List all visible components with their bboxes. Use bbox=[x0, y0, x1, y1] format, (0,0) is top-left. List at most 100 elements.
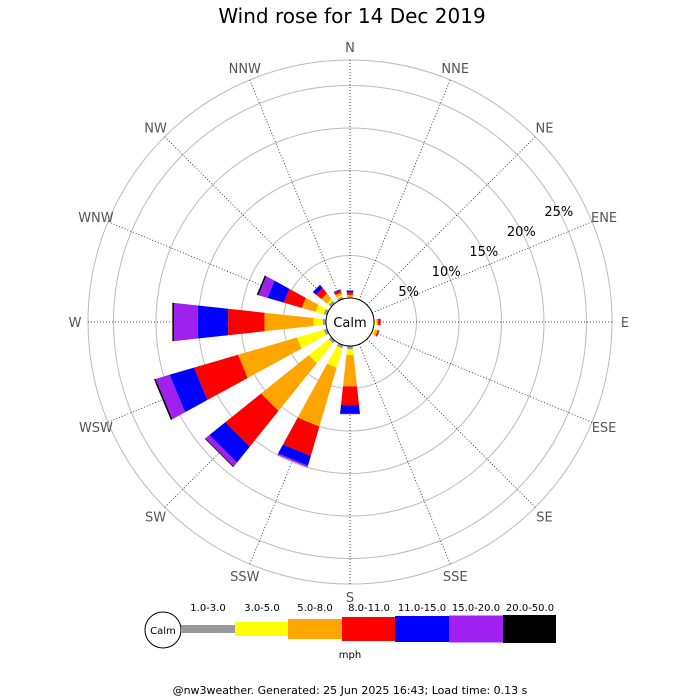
direction-label-n: N bbox=[345, 41, 355, 56]
bar-wsw-bin-6 bbox=[155, 374, 186, 420]
bar-sw-bin-6 bbox=[205, 435, 237, 467]
bar-nnw-bin-1 bbox=[337, 296, 344, 301]
bar-wnw-bin-4 bbox=[283, 288, 306, 308]
bar-s-bin-5 bbox=[340, 405, 360, 414]
bar-nw-bin-2 bbox=[326, 298, 333, 305]
bar-ssw-bin-6 bbox=[277, 453, 308, 468]
bar-w-bin-2 bbox=[313, 318, 323, 326]
direction-label-sw: SW bbox=[145, 510, 166, 525]
spoke-nne bbox=[358, 79, 451, 301]
direction-label-wsw: WSW bbox=[79, 421, 113, 436]
footer-text: @nw3weather. Generated: 25 Jun 2025 16:4… bbox=[173, 684, 528, 697]
bar-ese-bin-4 bbox=[375, 330, 380, 337]
bar-wsw-bin-4 bbox=[193, 354, 248, 401]
direction-labels: N NNE NE ENE E ESE SE SSE S SSW SW WSW W WNW NW NNW bbox=[69, 41, 630, 606]
direction-label-nnw: NNW bbox=[229, 62, 261, 77]
bar-wnw-bin-6 bbox=[258, 276, 275, 298]
bar-ssw-bin-5 bbox=[278, 444, 311, 466]
ring-label-3: 15% bbox=[469, 245, 498, 260]
spoke-ne bbox=[366, 136, 536, 306]
legend-swatch-4 bbox=[342, 617, 395, 641]
bar-w-bin-1 bbox=[322, 319, 327, 325]
spoke-ene bbox=[371, 221, 593, 314]
bar-sw-bin-5 bbox=[209, 422, 250, 463]
bar-nnw-bin-4 bbox=[333, 289, 342, 295]
bar-n-bin-4 bbox=[346, 292, 354, 295]
direction-label-nw: NW bbox=[144, 122, 167, 137]
bar-s-bin-6 bbox=[339, 413, 361, 415]
direction-label-ene: ENE bbox=[591, 211, 617, 226]
calm-circle bbox=[325, 297, 375, 347]
direction-label-ne: NE bbox=[535, 122, 553, 137]
bar-n-bin-5 bbox=[346, 290, 354, 293]
bar-e-bin-3 bbox=[376, 318, 379, 326]
legend-swatch-3 bbox=[288, 619, 342, 639]
ring-label-1: 5% bbox=[398, 285, 419, 300]
legend-swatch-2 bbox=[235, 622, 288, 636]
legend: Calm 1.0-3.0 3.0-5.0 5.0-8.0 8.0-11.0 11.0-1… bbox=[144, 603, 556, 661]
legend-label-1: 1.0-3.0 bbox=[190, 603, 225, 614]
bar-nw-bin-5 bbox=[312, 284, 323, 295]
bar-n-bin-3 bbox=[347, 294, 353, 298]
bar-sw-bin-7 bbox=[204, 438, 234, 468]
bar-wsw-bin-5 bbox=[169, 367, 208, 413]
bar-e-bin-2 bbox=[374, 319, 377, 325]
ring-labels: 5% 10% 15% 20% 25% bbox=[398, 205, 573, 300]
bar-wsw-bin-2 bbox=[296, 329, 326, 349]
bar-wsw-bin-1 bbox=[323, 328, 329, 336]
direction-label-ese: ESE bbox=[592, 421, 617, 436]
bar-e-bin-4 bbox=[378, 318, 381, 326]
direction-label-nne: NNE bbox=[441, 62, 469, 77]
direction-label-s: S bbox=[346, 591, 354, 606]
bar-w-bin-6 bbox=[174, 302, 198, 342]
bar-ese-bin-2 bbox=[371, 328, 376, 335]
ring-label-5: 25% bbox=[544, 205, 573, 220]
bar-s-bin-1 bbox=[347, 345, 353, 350]
wind-bars bbox=[154, 275, 381, 468]
grid-ring-5 bbox=[113, 85, 587, 559]
bar-ese-bin-3 bbox=[373, 329, 378, 336]
spoke-sse bbox=[358, 343, 451, 565]
legend-label-4: 8.0-11.0 bbox=[348, 603, 390, 614]
bar-ssw-bin-3 bbox=[297, 363, 337, 427]
bar-wnw-bin-5 bbox=[267, 280, 290, 303]
bar-nnw-bin-2 bbox=[336, 294, 343, 299]
legend-calm-label: Calm bbox=[150, 626, 176, 637]
bar-w-bin-4 bbox=[228, 308, 265, 336]
legend-swatch-1 bbox=[181, 625, 235, 633]
legend-swatch-6 bbox=[449, 615, 503, 643]
bar-wnw-bin-3 bbox=[301, 297, 319, 312]
bar-ssw-bin-1 bbox=[336, 343, 344, 349]
legend-label-2: 3.0-5.0 bbox=[244, 603, 279, 614]
legend-label-5: 11.0-15.0 bbox=[398, 603, 446, 614]
bar-nw-bin-1 bbox=[328, 300, 335, 307]
spoke-ese bbox=[371, 330, 593, 423]
direction-label-se: SE bbox=[536, 510, 552, 525]
bar-sw-bin-1 bbox=[328, 337, 335, 344]
direction-label-ssw: SSW bbox=[230, 570, 260, 585]
bar-wnw-bin-7 bbox=[256, 275, 267, 296]
bar-sw-bin-4 bbox=[225, 393, 279, 447]
bar-nnw-bin-5 bbox=[333, 289, 341, 293]
direction-label-wnw: WNW bbox=[78, 211, 114, 226]
spoke-nnw bbox=[249, 79, 342, 301]
bar-wnw-bin-2 bbox=[315, 304, 326, 315]
bar-s-bin-3 bbox=[343, 355, 357, 387]
bar-ssw-bin-2 bbox=[327, 346, 343, 368]
calm-center: Calm bbox=[325, 297, 375, 347]
direction-label-sse: SSE bbox=[443, 570, 468, 585]
legend-label-6: 15.0-20.0 bbox=[452, 603, 500, 614]
bar-nw-bin-3 bbox=[321, 293, 332, 304]
legend-label-7: 20.0-50.0 bbox=[506, 603, 554, 614]
chart-title: Wind rose for 14 Dec 2019 bbox=[218, 4, 485, 28]
bar-nw-bin-4 bbox=[316, 288, 327, 299]
legend-swatch-7 bbox=[503, 615, 556, 643]
bar-ssw-bin-4 bbox=[282, 417, 320, 456]
bar-w-bin-3 bbox=[264, 312, 314, 332]
calm-label: Calm bbox=[333, 316, 366, 331]
legend-swatch-5 bbox=[395, 616, 449, 642]
direction-label-w: W bbox=[69, 316, 82, 331]
bar-wsw-bin-3 bbox=[238, 337, 302, 379]
bar-nnw-bin-3 bbox=[335, 292, 343, 298]
bar-sw-bin-2 bbox=[308, 339, 333, 364]
